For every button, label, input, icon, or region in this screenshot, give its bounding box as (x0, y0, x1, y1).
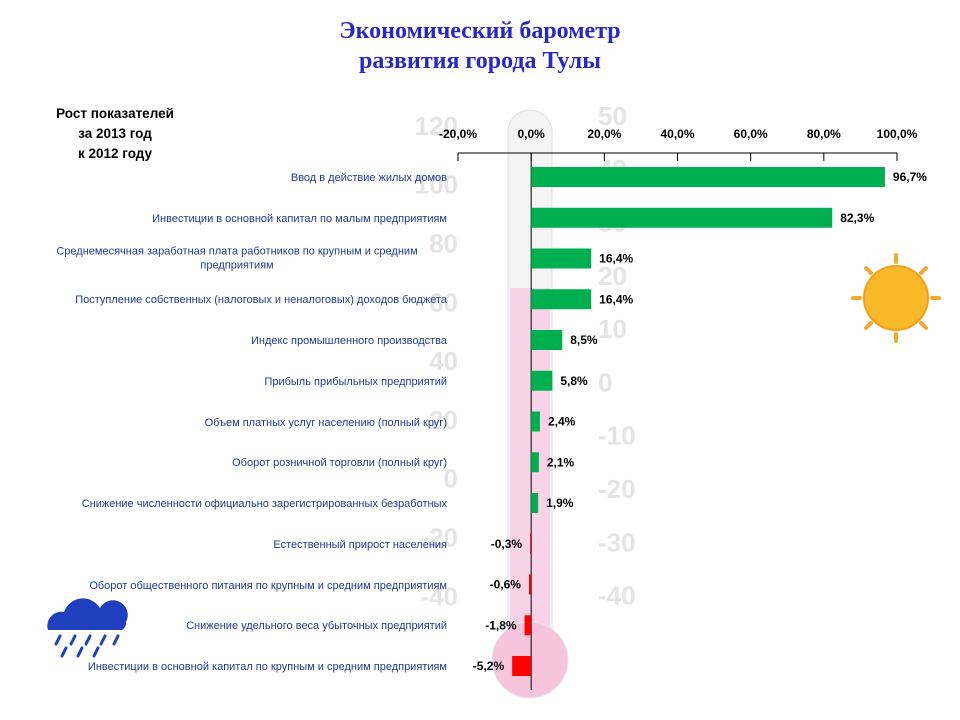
thermometer-label: 20 (429, 405, 458, 435)
value-label: 1,9% (546, 496, 574, 510)
category-row: Инвестиции в основной капитал по малым п… (27, 209, 447, 227)
bar (531, 248, 592, 269)
thermometer-label: -20 (598, 474, 636, 504)
x-tick-label: 100,0% (877, 127, 918, 141)
thermometer-label: 60 (429, 287, 458, 317)
category-row: Ввод в действие жилых домов (27, 168, 447, 186)
bar (530, 533, 532, 554)
category-row: Инвестиции в основной капитал по крупным… (27, 657, 447, 675)
category-row: Поступление собственных (налоговых и нен… (27, 290, 447, 308)
category-label: Оборот розничной торговли (полный круг) (232, 457, 447, 470)
value-label: 2,1% (547, 455, 575, 469)
x-tick-label: 0,0% (517, 127, 545, 141)
bar (512, 656, 532, 676)
thermometer (491, 109, 569, 699)
category-label: Инвестиции в основной капитал по малым п… (152, 212, 447, 225)
category-label: Естественный прирост населения (273, 538, 447, 551)
bar (528, 574, 532, 595)
x-tick-label: 20,0% (587, 127, 621, 141)
category-row: Оборот общественного питания по крупным … (27, 576, 447, 594)
x-tick-label: -20,0% (439, 127, 477, 141)
thermometer-label: 10 (598, 314, 627, 344)
thermometer-label: 120 (415, 111, 458, 141)
thermometer-label: -20 (420, 522, 458, 552)
thermometer-label: 0 (598, 367, 612, 397)
thermometer-label: 0 (444, 464, 458, 494)
value-label: -0,3% (491, 537, 523, 551)
category-row: Прибыль прибыльных предприятий (27, 372, 447, 390)
category-row: Индекс промышленного производства (27, 331, 447, 349)
category-label: Оборот общественного питания по крупным … (89, 579, 447, 592)
value-label: 8,5% (570, 333, 598, 347)
thermometer-label: 80 (429, 228, 458, 258)
subtitle: Рост показателей (56, 106, 174, 121)
category-label: Снижение численности официально зарегист… (81, 498, 447, 510)
x-tick-label: 40,0% (660, 127, 694, 141)
bar (531, 330, 563, 350)
chart-title: развития города Тулы (359, 48, 601, 74)
category-label: Ввод в действие жилых домов (290, 172, 447, 184)
category-row: Снижение численности официально зарегист… (27, 494, 447, 512)
thermometer-label: 40 (429, 346, 458, 376)
value-label: 16,4% (599, 292, 633, 306)
value-label: 2,4% (548, 415, 576, 429)
x-tick-label: 80,0% (807, 127, 841, 141)
category-row: Объем платных услуг населению (полный кр… (27, 413, 447, 431)
thermometer-label: -40 (598, 581, 636, 611)
category-label: Инвестиции в основной капитал по крупным… (87, 661, 447, 673)
thermometer-label: 100 (415, 170, 458, 200)
thermometer-fill (510, 288, 550, 668)
thermometer-label: 20 (598, 261, 627, 291)
bar (531, 167, 885, 187)
category-row: Снижение удельного веса убыточных предпр… (27, 616, 447, 634)
value-label: -5,2% (473, 659, 505, 673)
value-label: -0,6% (490, 578, 522, 592)
category-label: Среднемесячная заработная плата работник… (56, 245, 418, 271)
bar (524, 615, 532, 636)
bar (531, 289, 592, 310)
bar (531, 370, 553, 391)
value-label: 82,3% (840, 211, 874, 225)
x-tick-label: 60,0% (734, 127, 768, 141)
category-row: Оборот розничной торговли (полный круг) (27, 453, 447, 471)
rain-icon (47, 598, 128, 658)
thermometer-label: -30 (598, 527, 636, 557)
subtitle: к 2012 году (77, 146, 153, 161)
bar (531, 452, 539, 473)
category-row: Среднемесячная заработная плата работник… (27, 244, 447, 273)
value-label: 5,8% (560, 374, 588, 388)
thermometer-label: -10 (598, 421, 636, 451)
sun-icon (851, 253, 941, 343)
bar (531, 493, 539, 513)
thermometer-label: 50 (598, 101, 627, 131)
subtitle: за 2013 год (78, 126, 152, 141)
category-label: Поступление собственных (налоговых и нен… (75, 294, 447, 307)
bar (531, 411, 540, 432)
value-label: -1,8% (485, 618, 517, 632)
category-label: Индекс промышленного производства (250, 335, 447, 347)
category-label: Снижение удельного веса убыточных предпр… (186, 620, 447, 633)
value-label: 96,7% (893, 170, 927, 184)
category-label: Объем платных услуг населению (полный кр… (204, 416, 447, 429)
value-label: 16,4% (599, 252, 633, 266)
chart-title: Экономический барометр (339, 18, 621, 44)
category-row: Естественный прирост населения (27, 535, 447, 553)
thermometer-label: -40 (420, 581, 458, 611)
bar (531, 207, 833, 228)
category-label: Прибыль прибыльных предприятий (264, 375, 447, 388)
